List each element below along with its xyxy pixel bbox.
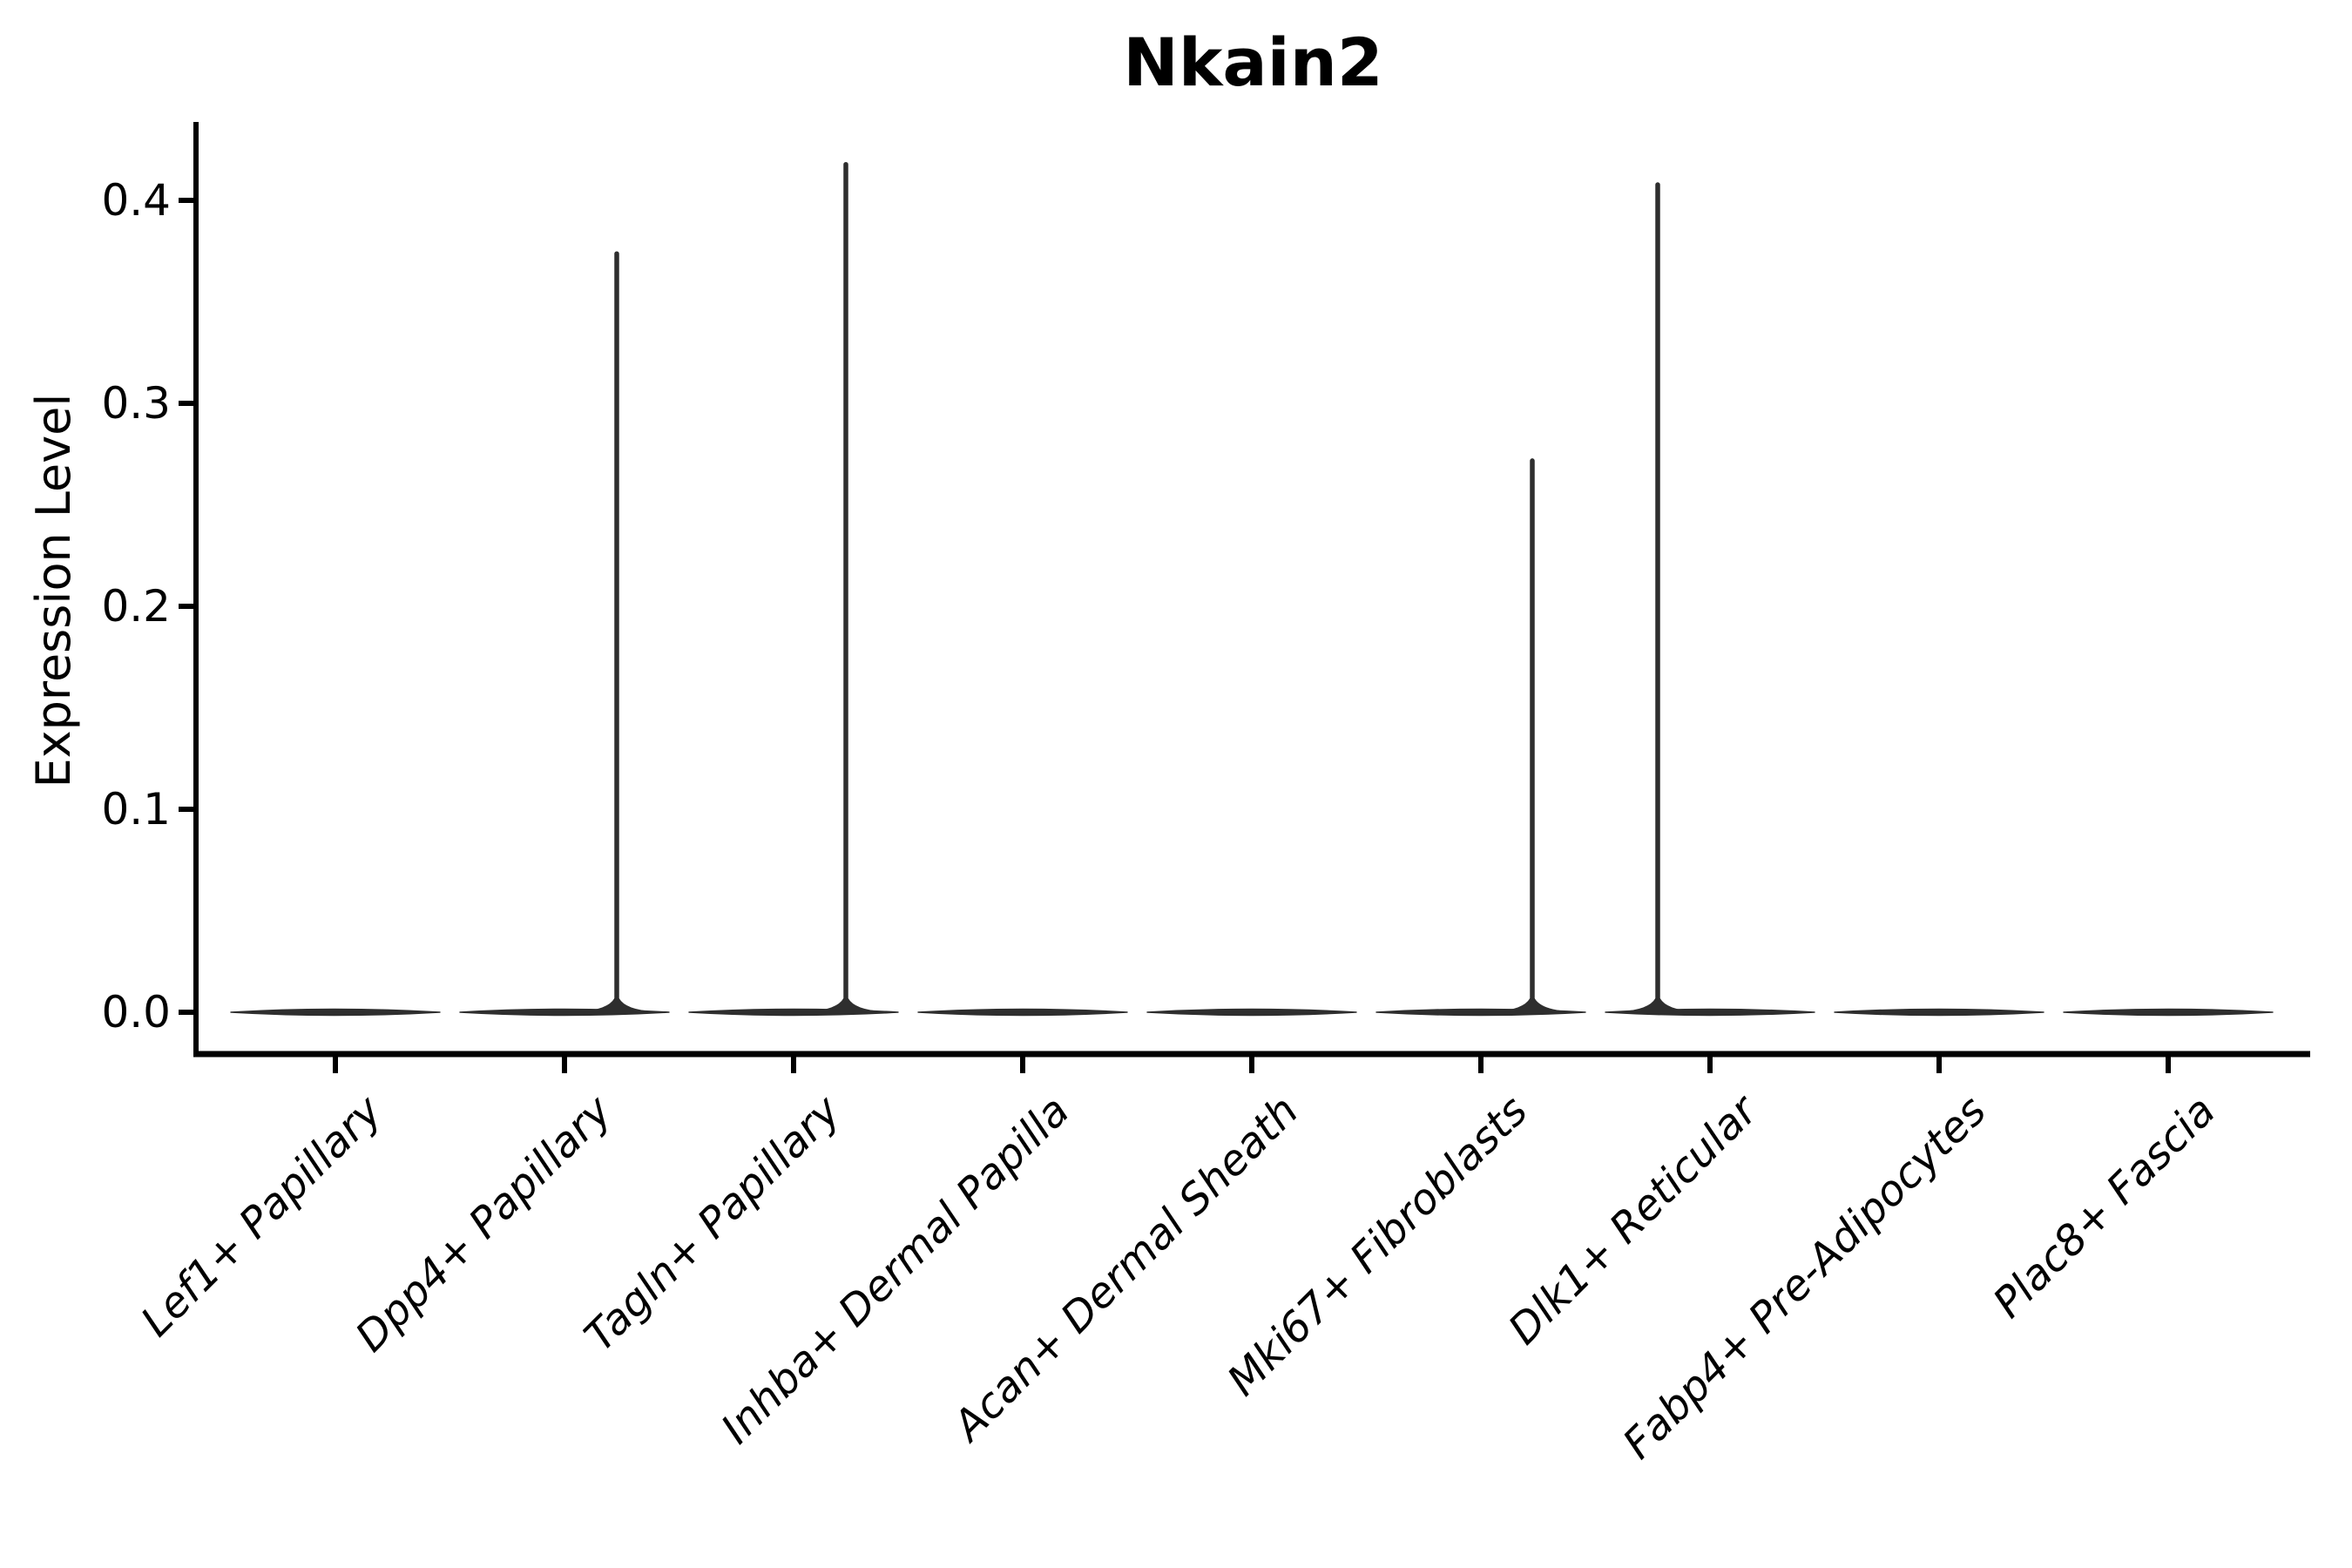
violin-body bbox=[917, 1008, 1128, 1017]
y-tick-label: 0.4 bbox=[101, 175, 171, 226]
plot-title: Nkain2 bbox=[1123, 24, 1383, 101]
violin-body bbox=[1834, 1008, 2044, 1017]
violin-body bbox=[1146, 1008, 1357, 1017]
y-tick-label: 0.1 bbox=[101, 784, 171, 835]
y-tick-label: 0.3 bbox=[101, 378, 171, 429]
y-tick-label: 0.2 bbox=[101, 581, 171, 632]
y-tick-label: 0.0 bbox=[101, 987, 171, 1037]
violin-body bbox=[2063, 1008, 2274, 1017]
violin-body bbox=[230, 1008, 441, 1017]
